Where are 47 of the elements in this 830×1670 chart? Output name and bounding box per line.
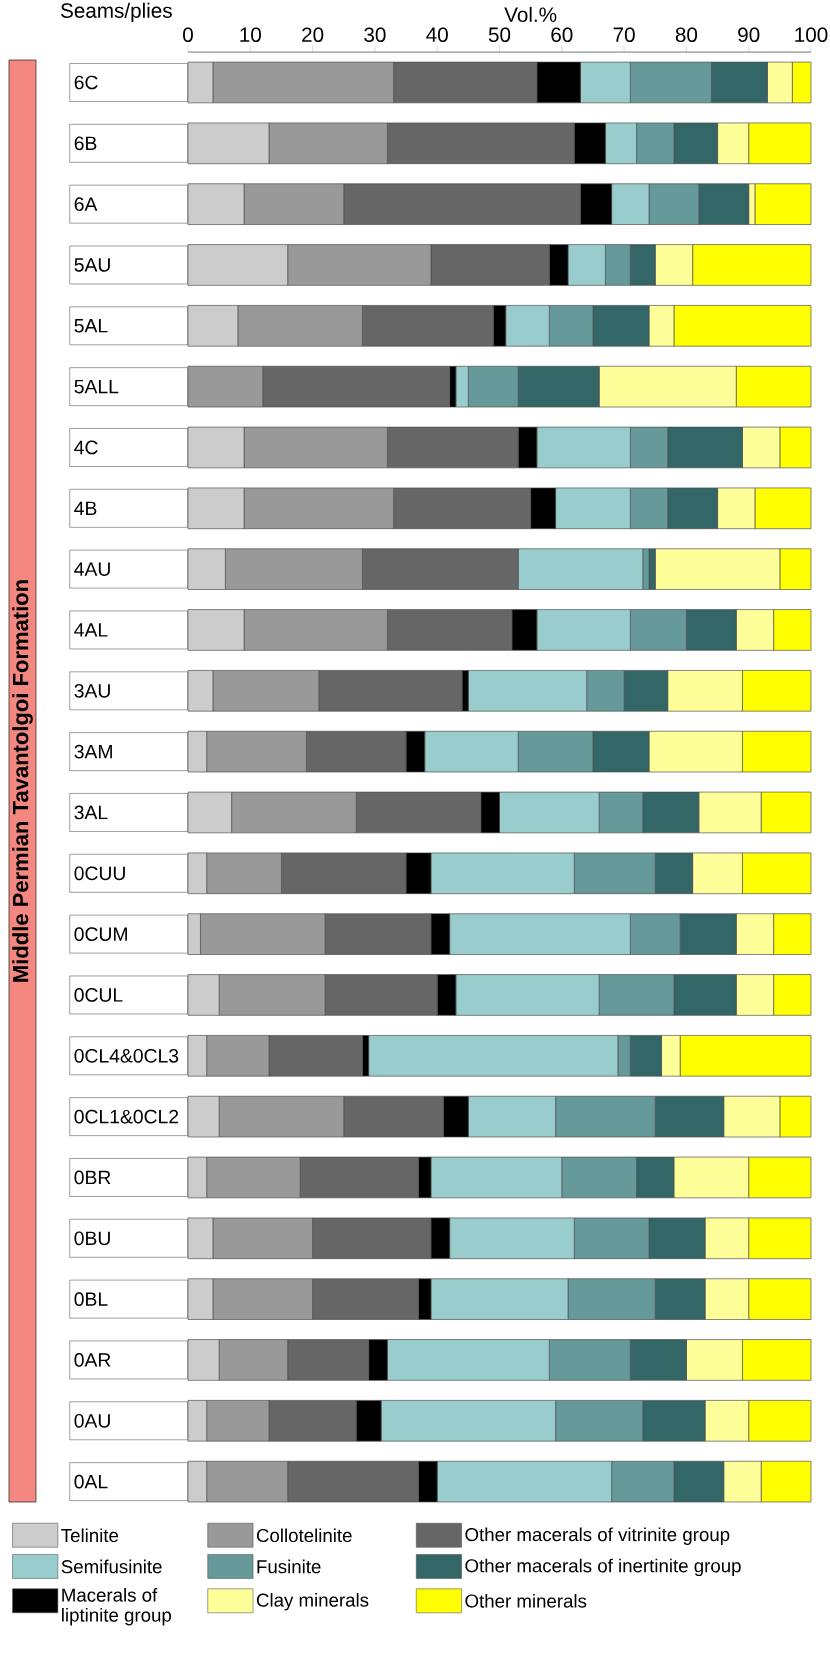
x-tick-label: 50 [488, 27, 511, 43]
x-tick-label: 30 [364, 27, 386, 43]
y-tick-label: 5AL [74, 319, 108, 333]
legend-label: Telinite [61, 1528, 119, 1543]
y-tick-label: 6A [74, 197, 98, 211]
x-tick-label: 90 [738, 27, 760, 43]
y-tick-label: 0CUM [74, 927, 127, 941]
y-tick-label: 3AM [74, 744, 112, 759]
legend-label: Semifusinite [61, 1559, 162, 1574]
y-tick-label: 4AU [74, 562, 110, 576]
y-tick-label: 0AR [74, 1353, 111, 1367]
y-tick-label: 0BU [74, 1231, 110, 1246]
y-tick-label: 0AU [74, 1413, 110, 1428]
y-tick-label: 0BR [74, 1170, 111, 1185]
y-tick-label: 0CL1&0CL2 [74, 1109, 179, 1124]
legend-label: Macerals of liptinite group [62, 1588, 172, 1626]
y-tick-label: 3AU [74, 683, 110, 698]
legend-label: Other macerals of inertinite group [465, 1558, 741, 1577]
legend-label: Other minerals [465, 1593, 587, 1608]
legend-label: Clay minerals [256, 1593, 369, 1611]
x-axis-title: Vol.% [504, 6, 557, 23]
x-tick-label: 70 [613, 27, 635, 43]
y-tick-label: 0BL [74, 1292, 108, 1306]
y-tick-label: 5AU [74, 258, 110, 272]
x-tick-label: 40 [426, 27, 448, 43]
y-tick-label: 6C [74, 75, 98, 90]
x-tick-label: 80 [675, 27, 698, 43]
y-axis-title: Seams/plies [60, 2, 172, 23]
legend-label: Collotelinite [256, 1528, 352, 1543]
x-tick-label: 0 [183, 27, 193, 43]
x-tick-label: 20 [302, 27, 324, 43]
y-tick-label: 6B [74, 136, 97, 151]
y-tick-label: 3AL [74, 805, 108, 820]
y-tick-label: 0CUL [74, 988, 123, 1002]
text: Middle Permian Tavantolgoi Formation [12, 580, 33, 982]
legend-label: Other macerals of vitrinite group [465, 1527, 730, 1545]
y-tick-label: 4C [74, 440, 98, 455]
x-tick-label: 10 [240, 27, 261, 43]
y-tick-label: 5ALL [74, 379, 119, 394]
y-tick-label: 0AL [74, 1474, 108, 1489]
y-tick-label: 4B [74, 501, 97, 515]
legend-label: Fusinite [257, 1559, 321, 1574]
x-tick-label: 60 [551, 27, 573, 43]
x-tick-label: 100 [795, 27, 828, 43]
y-tick-label: 0CUU [74, 866, 125, 881]
y-tick-label: 4AL [74, 623, 108, 637]
y-tick-label: 0CL4&0CL3 [74, 1048, 179, 1063]
